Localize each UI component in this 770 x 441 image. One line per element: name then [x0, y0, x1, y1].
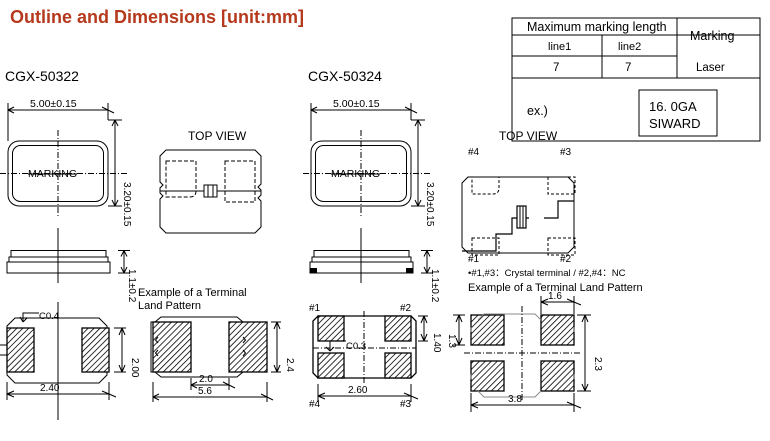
- svg-text:#1: #1: [468, 254, 480, 265]
- svg-text:1.3: 1.3: [446, 334, 457, 348]
- svg-text:CGX-50322: CGX-50322: [5, 68, 79, 84]
- svg-text:3.8: 3.8: [508, 394, 522, 405]
- svg-text:#1: #1: [309, 303, 321, 314]
- svg-text:#2: #2: [560, 254, 572, 265]
- svg-text:MARKING: MARKING: [28, 168, 77, 180]
- svg-text:#3: #3: [400, 399, 412, 410]
- svg-text:3.20±0.15: 3.20±0.15: [424, 182, 435, 227]
- svg-text:•#1,#3：Crystal terminal / #2,#: •#1,#3：Crystal terminal / #2,#4：NC: [468, 268, 626, 279]
- svg-text:TOP VIEW: TOP VIEW: [499, 129, 558, 143]
- svg-text:2.60: 2.60: [348, 385, 368, 396]
- svg-text:2.40: 2.40: [40, 383, 60, 394]
- svg-text:SIWARD: SIWARD: [649, 116, 701, 131]
- svg-text:1.1±0.2: 1.1±0.2: [126, 269, 137, 303]
- svg-text:Laser: Laser: [696, 62, 725, 74]
- svg-text:1.40: 1.40: [431, 333, 442, 353]
- svg-text:CGX-50324: CGX-50324: [308, 68, 382, 84]
- svg-text:2.3: 2.3: [592, 357, 603, 371]
- svg-text:Example of a Terminal: Example of a Terminal: [138, 287, 247, 299]
- svg-text:#2: #2: [400, 303, 412, 314]
- svg-text:5.00±0.15: 5.00±0.15: [333, 98, 380, 110]
- svg-text:C0.3: C0.3: [346, 341, 366, 352]
- svg-text:#4: #4: [468, 147, 480, 158]
- svg-text:16. 0GA: 16. 0GA: [649, 99, 697, 114]
- svg-text:#4: #4: [309, 399, 321, 410]
- svg-text:1.1±0.2: 1.1±0.2: [429, 269, 440, 303]
- svg-text:TOP VIEW: TOP VIEW: [188, 129, 247, 143]
- svg-text:Land Pattern: Land Pattern: [138, 300, 201, 312]
- svg-text:ex.): ex.): [527, 104, 548, 118]
- svg-text:2.0: 2.0: [199, 374, 213, 385]
- svg-text:Marking: Marking: [690, 29, 735, 43]
- svg-text:line1: line1: [548, 41, 571, 53]
- svg-text:MARKING: MARKING: [331, 168, 380, 180]
- svg-text:2.00: 2.00: [129, 358, 140, 378]
- svg-text:3.20±0.15: 3.20±0.15: [121, 182, 132, 227]
- svg-text:C0.4: C0.4: [39, 311, 59, 322]
- svg-text:Example of a Terminal Land Pat: Example of a Terminal Land Pattern: [468, 282, 643, 294]
- svg-text:7: 7: [625, 62, 631, 74]
- svg-text:Maximum marking length: Maximum marking length: [527, 20, 667, 34]
- svg-text:5.6: 5.6: [198, 386, 212, 397]
- svg-text:5.00±0.15: 5.00±0.15: [30, 98, 77, 110]
- svg-text:2.4: 2.4: [284, 358, 295, 372]
- svg-text:line2: line2: [618, 41, 641, 53]
- svg-text:#3: #3: [560, 147, 572, 158]
- svg-text:7: 7: [553, 62, 559, 74]
